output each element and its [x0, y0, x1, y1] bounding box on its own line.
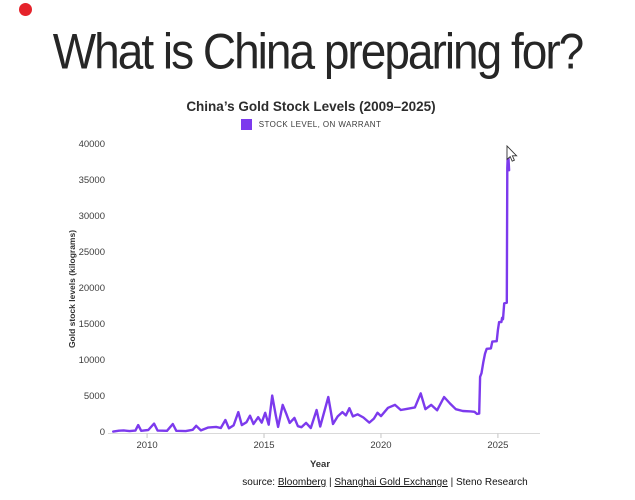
- y-tick-label: 15000: [78, 319, 105, 330]
- chart-legend: STOCK LEVEL, ON WARRANT: [0, 119, 622, 130]
- x-tick-label: 2025: [487, 440, 509, 451]
- legend-label: STOCK LEVEL, ON WARRANT: [258, 120, 382, 129]
- chart-title: China’s Gold Stock Levels (2009–2025): [186, 99, 436, 114]
- slide-headline: What is China preparing for?: [52, 23, 585, 80]
- source-separator: |: [326, 477, 335, 488]
- y-tick-label: 30000: [78, 211, 105, 222]
- source-link[interactable]: Shanghai Gold Exchange: [334, 477, 448, 488]
- mouse-cursor-icon: [506, 144, 518, 162]
- source-separator: |: [447, 477, 456, 488]
- axis-layer: [108, 433, 540, 438]
- y-tick-label: 0: [99, 427, 105, 438]
- source-label: source:: [242, 477, 278, 488]
- y-tick-label: 35000: [78, 175, 105, 186]
- recording-dot-icon: [19, 3, 32, 16]
- x-tick-label: 2020: [370, 440, 392, 451]
- stock-level-line: [111, 148, 511, 433]
- y-tick-label: 20000: [78, 283, 105, 294]
- y-tick-label: 40000: [78, 139, 105, 150]
- x-tick-label: 2010: [136, 440, 158, 451]
- y-tick-label: 25000: [78, 247, 105, 258]
- y-tick-label: 5000: [83, 391, 105, 402]
- y-tick-label: 10000: [78, 355, 105, 366]
- source-link[interactable]: Bloomberg: [277, 477, 327, 488]
- x-tick-label: 2015: [253, 440, 275, 451]
- legend-swatch: [240, 119, 252, 130]
- x-axis-title: Year: [309, 459, 331, 470]
- source-text: Steno Research: [455, 477, 528, 488]
- source-line: source: Bloomberg | Shanghai Gold Exchan…: [135, 477, 635, 488]
